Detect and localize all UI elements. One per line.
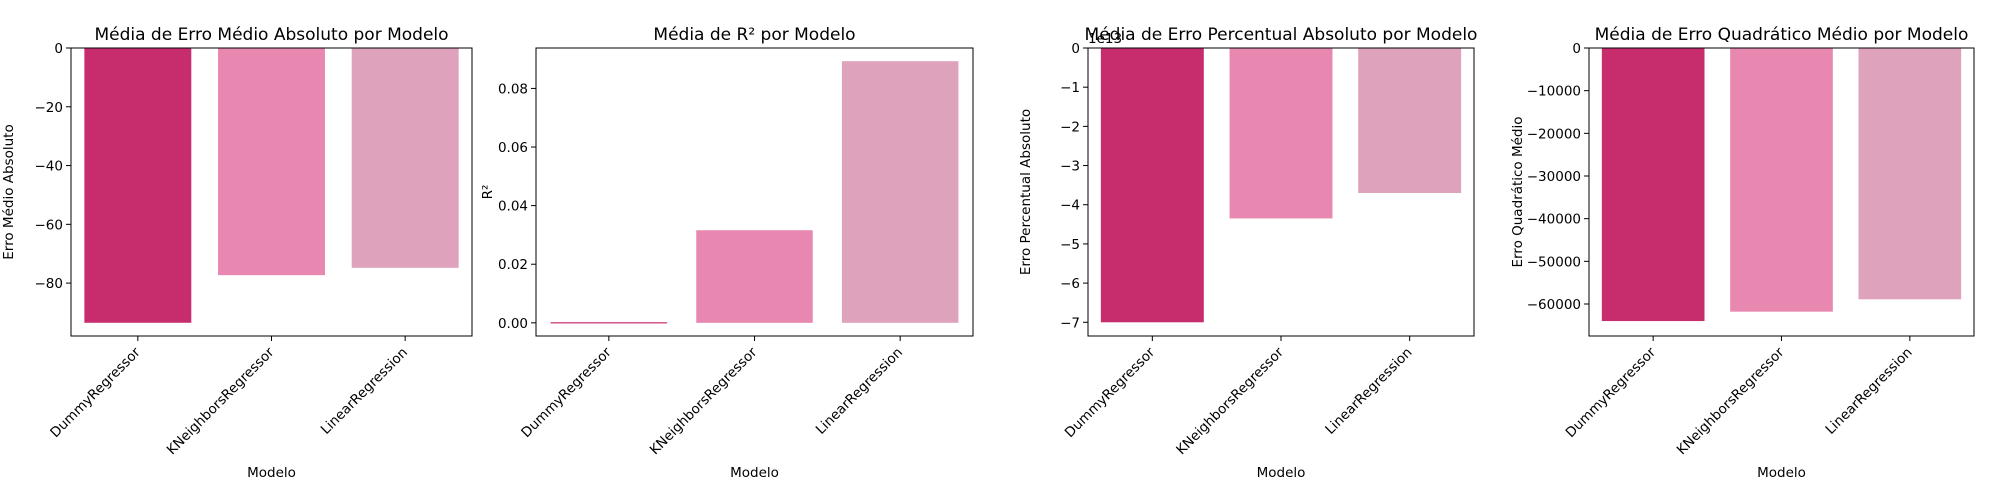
y-tick-label: −4 [1060, 198, 1080, 214]
bar [696, 230, 813, 323]
x-tick-label: DummyRegressor [47, 344, 144, 441]
bar [1730, 48, 1833, 312]
y-tick-label: 0 [54, 41, 63, 57]
x-tick-label: LinearRegression [318, 345, 411, 438]
x-tick-label: KNeighborsRegressor [1674, 344, 1788, 458]
x-tick-label: KNeighborsRegressor [647, 344, 761, 458]
x-tick-label: DummyRegressor [518, 344, 615, 441]
y-axis-label: R² [480, 185, 496, 200]
bar [1358, 48, 1462, 193]
x-axis-label: Modelo [247, 465, 296, 481]
bar [218, 48, 325, 276]
chart-title: Média de Erro Quadrático Médio por Model… [1595, 25, 1969, 45]
bar [1601, 48, 1705, 322]
y-tick-label: −50000 [1527, 254, 1581, 270]
y-tick-label: −30000 [1527, 169, 1581, 185]
x-tick-label: KNeighborsRegressor [1173, 344, 1287, 458]
y-tick-label: −2 [1060, 119, 1080, 135]
y-axis-label: Erro Quadrático Médio [1510, 116, 1526, 267]
axis-offset-label: 1e13 [1088, 31, 1122, 47]
y-tick-label: −5 [1060, 237, 1080, 253]
y-axis-label: Erro Médio Absoluto [1, 124, 17, 259]
bar [1100, 48, 1204, 323]
bar [1858, 48, 1962, 300]
bar [1229, 48, 1333, 219]
y-tick-label: −7 [1060, 315, 1080, 331]
y-tick-label: −60000 [1527, 297, 1581, 313]
x-tick-label: LinearRegression [813, 345, 906, 438]
x-tick-label: DummyRegressor [1563, 344, 1660, 441]
y-tick-label: −10000 [1527, 84, 1581, 100]
x-tick-label: LinearRegression [1822, 345, 1915, 438]
y-tick-label: 0.08 [498, 81, 528, 97]
y-tick-label: 0 [1071, 41, 1080, 57]
y-tick-label: −6 [1060, 276, 1080, 292]
y-tick-label: −3 [1060, 159, 1080, 175]
bar [550, 322, 668, 324]
y-tick-label: −1 [1060, 80, 1080, 96]
y-tick-label: 0.06 [498, 140, 528, 156]
bar [841, 61, 959, 323]
x-axis-label: Modelo [1757, 465, 1806, 481]
y-tick-label: 0.00 [498, 316, 528, 332]
chart-title: Média de R² por Modelo [653, 25, 855, 45]
x-axis-label: Modelo [730, 465, 779, 481]
bar [351, 48, 459, 268]
y-axis-label: Erro Percentual Absoluto [1018, 109, 1034, 275]
y-tick-label: 0.04 [498, 199, 528, 215]
y-tick-label: 0 [1572, 41, 1581, 57]
bar [84, 48, 192, 323]
y-tick-label: −80 [35, 276, 64, 292]
x-tick-label: DummyRegressor [1062, 344, 1159, 441]
y-tick-label: 0.02 [498, 257, 528, 273]
y-tick-label: −40 [35, 159, 64, 175]
x-tick-label: LinearRegression [1322, 345, 1415, 438]
chart-title: Média de Erro Médio Absoluto por Modelo [94, 25, 448, 45]
y-tick-label: −60 [35, 217, 64, 233]
y-tick-label: −20 [35, 100, 64, 116]
x-axis-label: Modelo [1257, 465, 1306, 481]
y-tick-label: −40000 [1527, 212, 1581, 228]
chart-title: Média de Erro Percentual Absoluto por Mo… [1085, 25, 1478, 45]
y-tick-label: −20000 [1527, 126, 1581, 142]
x-tick-label: KNeighborsRegressor [164, 344, 278, 458]
